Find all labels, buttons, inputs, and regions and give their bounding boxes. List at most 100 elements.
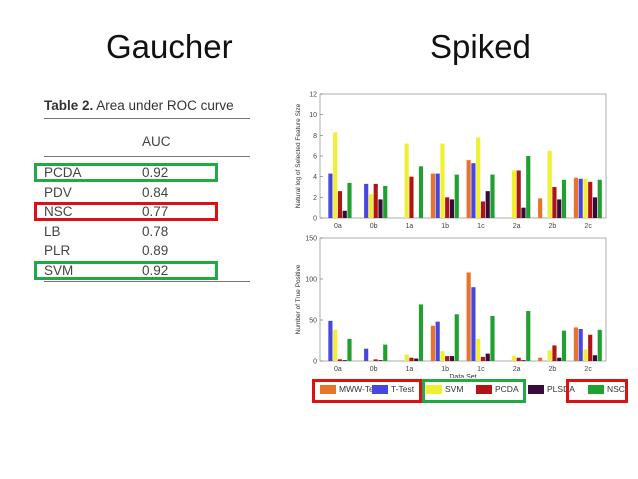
chart-legend: MWW-Test T-Test SVM PCDA PLSDA NSC <box>312 379 628 403</box>
bar-pcda <box>480 356 486 361</box>
bar-pcda <box>445 356 450 361</box>
bar-mww-test <box>538 198 543 218</box>
table-row-value: 0.78 <box>142 223 169 239</box>
bar-pcda <box>409 176 414 218</box>
table-row-value: 0.89 <box>142 243 169 258</box>
x-tick-label: 1c <box>477 366 485 373</box>
legend-label: MWW-Test <box>339 384 381 394</box>
y-axis-label: Natural log of Selected Feature Size <box>295 103 302 208</box>
legend-item: NSC <box>588 384 625 398</box>
table-row-label: PCDA <box>44 165 82 180</box>
legend-item: PCDA <box>476 384 519 398</box>
bar-nsc <box>526 310 531 361</box>
bar-t-test <box>471 287 476 361</box>
bar-t-test <box>435 321 440 361</box>
table-rule-header <box>44 156 250 157</box>
bar-plsda <box>592 355 598 361</box>
bar-mww-test <box>573 327 578 361</box>
legend-item: SVM <box>426 384 463 398</box>
bar-t-test <box>471 163 476 218</box>
bar-mww-test <box>466 272 471 361</box>
bar-t-test <box>328 320 333 361</box>
y-tick-label: 10 <box>309 112 317 119</box>
spiked-heading: Spiked <box>430 28 531 65</box>
x-tick-label: 1b <box>441 366 449 373</box>
legend-highlight-green <box>422 379 526 403</box>
bar-mww-test <box>466 160 471 218</box>
bar-svm <box>440 351 445 361</box>
bar-pcda <box>552 187 557 218</box>
y-tick-label: 100 <box>305 277 317 284</box>
bar-pcda <box>552 345 557 361</box>
table-rule-bottom <box>44 281 250 282</box>
bar-plsda <box>592 197 598 218</box>
bar-plsda <box>557 199 562 218</box>
table-row-highlight-red <box>34 202 218 221</box>
x-tick-label: 2a <box>513 223 521 230</box>
bar-plsda <box>378 199 383 218</box>
x-tick-label: 0b <box>370 223 378 230</box>
bar-t-test <box>578 329 583 361</box>
bar-t-test <box>328 173 333 218</box>
bar-nsc <box>418 304 424 361</box>
bar-plsda <box>414 358 419 361</box>
bar-nsc <box>454 314 459 361</box>
x-tick-label: 1c <box>477 223 485 230</box>
legend-swatch <box>426 385 442 395</box>
table-row-label: LB <box>44 223 61 239</box>
bar-plsda <box>485 353 490 361</box>
table-row-label: PLR <box>44 243 71 258</box>
bar-pcda <box>337 359 343 361</box>
x-tick-label: 0a <box>334 223 342 230</box>
table-rule-top <box>44 118 250 119</box>
x-tick-label: 2b <box>548 223 556 230</box>
bar-plsda <box>342 210 347 218</box>
table-caption-number: Table 2. <box>44 98 94 113</box>
bar-pcda <box>409 357 414 361</box>
bar-pcda <box>588 181 593 218</box>
bar-mww-test <box>430 173 435 218</box>
bar-nsc <box>383 185 388 218</box>
legend-label: PLSDA <box>547 384 575 394</box>
table-column-header: AUC <box>142 134 171 149</box>
bar-nsc <box>561 330 567 361</box>
bar-t-test <box>364 348 369 361</box>
bar-svm <box>476 137 481 218</box>
table-row-highlight-green <box>34 260 218 280</box>
bar-nsc <box>490 174 495 218</box>
bar-nsc <box>597 179 602 218</box>
bar-svm <box>511 170 517 218</box>
legend-item: PLSDA <box>528 384 575 398</box>
y-tick-label: 0 <box>313 359 317 366</box>
bar-plsda <box>449 356 455 361</box>
x-tick-label: 1a <box>405 366 413 373</box>
bar-plsda <box>342 360 347 361</box>
bar-svm <box>547 350 552 361</box>
bar-nsc <box>418 166 424 218</box>
bar-pcda <box>588 334 593 361</box>
bar-pcda <box>373 183 378 218</box>
bar-svm <box>440 143 445 218</box>
legend-label: NSC <box>607 384 625 394</box>
x-axis-label: Data Set <box>449 374 476 378</box>
table-row-label: NSC <box>44 204 73 219</box>
x-tick-label: 0a <box>334 366 342 373</box>
bar-plsda <box>521 360 526 361</box>
table-row-value: 0.92 <box>142 165 169 180</box>
bar-pcda <box>373 359 378 361</box>
bar-svm <box>583 349 588 361</box>
x-tick-label: 1b <box>441 223 449 230</box>
bar-svm <box>404 143 409 218</box>
plot-frame <box>319 237 607 362</box>
bar-svm <box>547 150 552 218</box>
bar-nsc <box>597 329 602 361</box>
x-tick-label: 2a <box>513 366 521 373</box>
table-row-value: 0.84 <box>142 184 169 200</box>
bar-svm <box>404 354 409 361</box>
bar-pcda <box>480 201 486 218</box>
table-row-label: SVM <box>44 262 74 278</box>
legend-label: T-Test <box>391 384 415 394</box>
bar-nsc <box>347 338 352 361</box>
legend-label: SVM <box>445 384 464 394</box>
bar-plsda <box>521 207 526 218</box>
